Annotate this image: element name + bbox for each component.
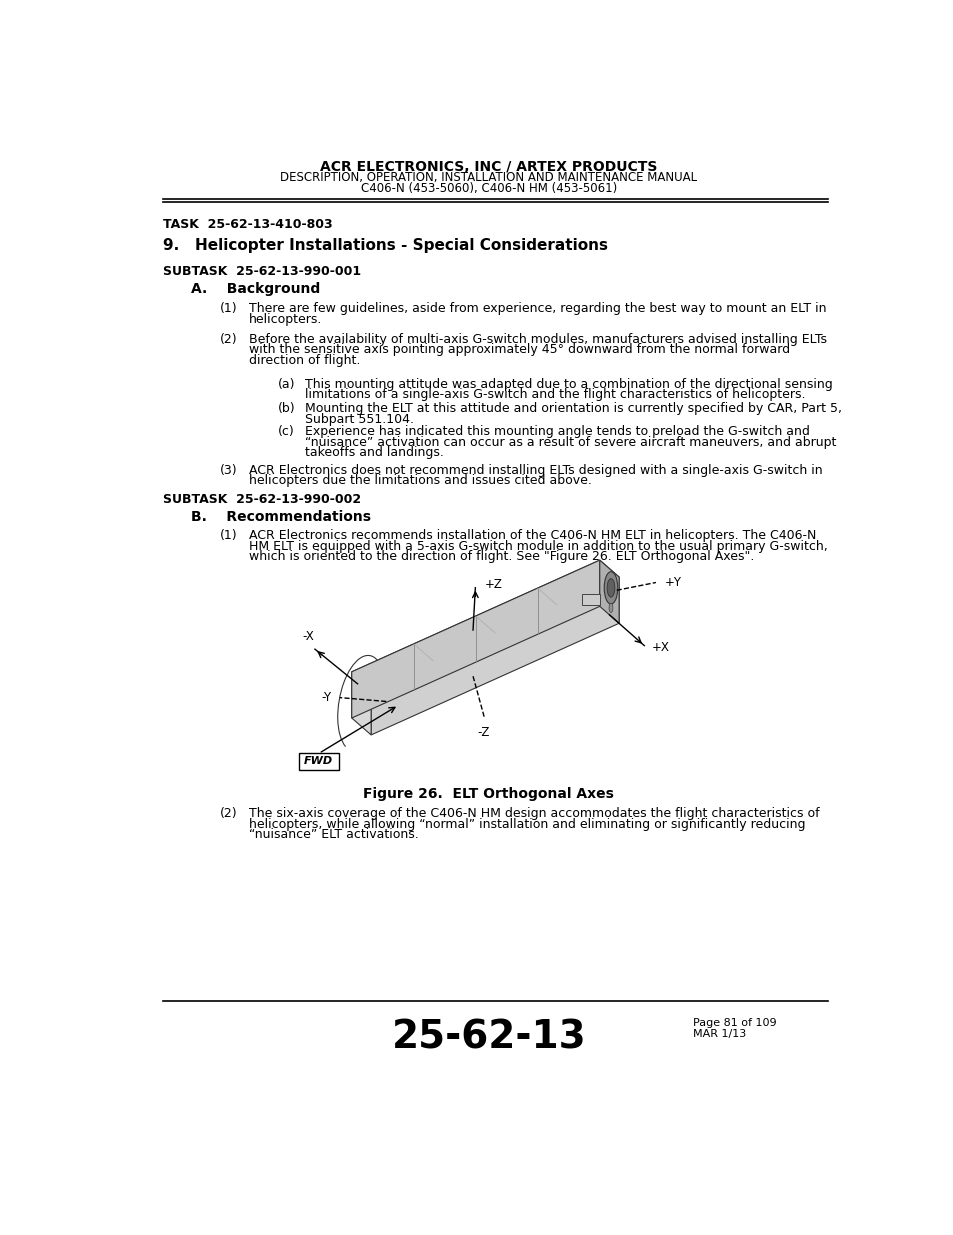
Text: Mounting the ELT at this attitude and orientation is currently specified by CAR,: Mounting the ELT at this attitude and or…	[305, 403, 841, 415]
Text: ACR Electronics does not recommend installing ELTs designed with a single-axis G: ACR Electronics does not recommend insta…	[249, 464, 821, 477]
Text: (1): (1)	[220, 303, 237, 315]
Text: HM ELT is equipped with a 5-axis G-switch module in addition to the usual primar: HM ELT is equipped with a 5-axis G-switc…	[249, 540, 826, 553]
FancyBboxPatch shape	[298, 752, 338, 769]
Text: (b): (b)	[278, 403, 295, 415]
Text: (a): (a)	[278, 378, 295, 390]
Text: “nuisance” ELT activations.: “nuisance” ELT activations.	[249, 829, 418, 841]
Text: 9.   Helicopter Installations - Special Considerations: 9. Helicopter Installations - Special Co…	[163, 237, 608, 252]
Text: SUBTASK  25-62-13-990-002: SUBTASK 25-62-13-990-002	[163, 493, 361, 506]
Text: which is oriented to the direction of flight. See "Figure 26. ELT Orthogonal Axe: which is oriented to the direction of fl…	[249, 550, 753, 563]
Polygon shape	[352, 672, 371, 735]
Text: MAR 1/13: MAR 1/13	[692, 1029, 745, 1039]
Text: +Z: +Z	[484, 578, 502, 592]
Text: Subpart 551.104.: Subpart 551.104.	[305, 412, 414, 426]
Text: Before the availability of multi-axis G-switch modules, manufacturers advised in: Before the availability of multi-axis G-…	[249, 333, 826, 346]
Text: (2): (2)	[220, 333, 237, 346]
Text: +Y: +Y	[664, 576, 681, 589]
Ellipse shape	[603, 572, 618, 604]
Polygon shape	[352, 561, 618, 689]
Text: DESCRIPTION, OPERATION, INSTALLATION AND MAINTENANCE MANUAL: DESCRIPTION, OPERATION, INSTALLATION AND…	[280, 172, 697, 184]
Text: “nuisance” activation can occur as a result of severe aircraft maneuvers, and ab: “nuisance” activation can occur as a res…	[305, 436, 836, 448]
Text: -Z: -Z	[476, 726, 489, 740]
Polygon shape	[352, 561, 599, 718]
Text: (1): (1)	[220, 530, 237, 542]
Text: limitations of a single-axis G-switch and the flight characteristics of helicopt: limitations of a single-axis G-switch an…	[305, 388, 805, 401]
Text: helicopters, while allowing “normal” installation and eliminating or significant: helicopters, while allowing “normal” ins…	[249, 818, 804, 831]
Text: helicopters.: helicopters.	[249, 312, 322, 326]
Polygon shape	[371, 577, 618, 735]
Text: The six-axis coverage of the C406-N HM design accommodates the flight characteri: The six-axis coverage of the C406-N HM d…	[249, 808, 819, 820]
Text: TASK  25-62-13-410-803: TASK 25-62-13-410-803	[163, 217, 333, 231]
Ellipse shape	[606, 579, 615, 597]
Text: Experience has indicated this mounting angle tends to preload the G-switch and: Experience has indicated this mounting a…	[305, 425, 809, 438]
Text: ACR ELECTRONICS, INC / ARTEX PRODUCTS: ACR ELECTRONICS, INC / ARTEX PRODUCTS	[320, 159, 657, 174]
Ellipse shape	[608, 603, 612, 613]
Polygon shape	[599, 561, 618, 624]
Text: Figure 26.  ELT Orthogonal Axes: Figure 26. ELT Orthogonal Axes	[363, 787, 614, 802]
Text: This mounting attitude was adapted due to a combination of the directional sensi: This mounting attitude was adapted due t…	[305, 378, 832, 390]
Text: 25-62-13: 25-62-13	[391, 1019, 586, 1056]
Text: A.    Background: A. Background	[191, 282, 319, 296]
Text: Page 81 of 109: Page 81 of 109	[692, 1019, 776, 1029]
Text: takeoffs and landings.: takeoffs and landings.	[305, 446, 444, 459]
Text: -X: -X	[302, 630, 314, 643]
Text: (2): (2)	[220, 808, 237, 820]
Text: helicopters due the limitations and issues cited above.: helicopters due the limitations and issu…	[249, 474, 591, 488]
Polygon shape	[581, 594, 599, 605]
Text: B.    Recommendations: B. Recommendations	[191, 510, 370, 524]
Text: (3): (3)	[220, 464, 237, 477]
Text: with the sensitive axis pointing approximately 45° downward from the normal forw: with the sensitive axis pointing approxi…	[249, 343, 789, 357]
Text: direction of flight.: direction of flight.	[249, 353, 359, 367]
Text: +X: +X	[652, 641, 669, 653]
Text: ACR Electronics recommends installation of the C406-N HM ELT in helicopters. The: ACR Electronics recommends installation …	[249, 530, 815, 542]
Text: There are few guidelines, aside from experience, regarding the best way to mount: There are few guidelines, aside from exp…	[249, 303, 825, 315]
Text: -Y: -Y	[321, 692, 332, 704]
Text: C406-N (453-5060), C406-N HM (453-5061): C406-N (453-5060), C406-N HM (453-5061)	[360, 182, 617, 195]
Text: FWD: FWD	[304, 756, 333, 766]
Text: (c): (c)	[278, 425, 294, 438]
Text: SUBTASK  25-62-13-990-001: SUBTASK 25-62-13-990-001	[163, 266, 361, 278]
